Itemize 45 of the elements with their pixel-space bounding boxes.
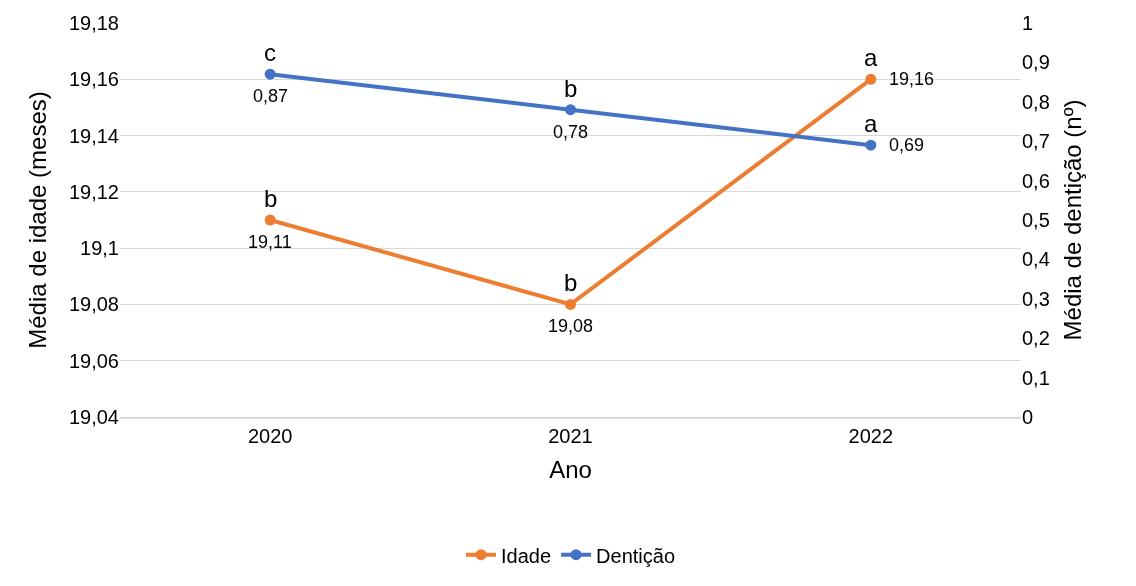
y-tick-label: 19,14 [68, 124, 119, 147]
point [565, 104, 576, 116]
data-label: 0,69 [889, 135, 925, 155]
data-label: 19,16 [889, 69, 935, 89]
annotation: b [564, 75, 578, 102]
y-tick-label: 19,16 [68, 68, 119, 91]
x-tick-label: 2020 [247, 425, 293, 447]
data-label: 0,78 [553, 122, 589, 142]
y2-tick-label: 0,7 [1022, 130, 1050, 153]
y2-tick-label: 0,4 [1022, 248, 1050, 271]
point [264, 214, 276, 226]
annotation: a [864, 44, 878, 71]
data-label: 19,11 [248, 232, 292, 252]
y-tick-label: 19,12 [68, 180, 119, 203]
x-tick-label: 2021 [548, 425, 593, 447]
y-tick-label: 19,08 [68, 293, 119, 316]
annotation: b [564, 269, 578, 296]
y2-tick-label: 0,2 [1022, 327, 1050, 350]
y2-tick-label: 0,8 [1022, 90, 1050, 113]
x-axis-title: Ano [549, 455, 592, 483]
y2-tick-label: 0,1 [1022, 366, 1050, 389]
x-tick-label: 2022 [848, 425, 894, 447]
y2-tick-label: 1 [1022, 12, 1034, 34]
point [865, 139, 877, 151]
y-axis-title: Média de idade (meses) [24, 91, 52, 349]
legend-label: Dentição [596, 544, 675, 567]
y-tick-label: 19,1 [80, 237, 119, 260]
legend-label: Idade [501, 544, 552, 567]
y-tick-label: 19,06 [68, 349, 119, 372]
y2-tick-label: 0 [1022, 406, 1034, 428]
y2-tick-label: 0,5 [1022, 209, 1050, 231]
y2-tick-label: 0,3 [1022, 287, 1050, 310]
annotation: a [864, 110, 878, 137]
data-label: 0,87 [253, 86, 289, 106]
point [565, 298, 576, 310]
point [865, 73, 877, 85]
y-tick-label: 19,18 [68, 12, 119, 34]
y-tick-label: 19,04 [68, 406, 119, 428]
annotation: c [264, 39, 276, 66]
annotation: b [264, 185, 278, 212]
y2-tick-label: 0,6 [1022, 169, 1050, 192]
y2-tick-label: 0,9 [1022, 51, 1050, 74]
point [264, 68, 276, 80]
data-label: 19,08 [548, 316, 594, 336]
y2-axis-title: Média de dentição (nº) [1059, 99, 1087, 341]
